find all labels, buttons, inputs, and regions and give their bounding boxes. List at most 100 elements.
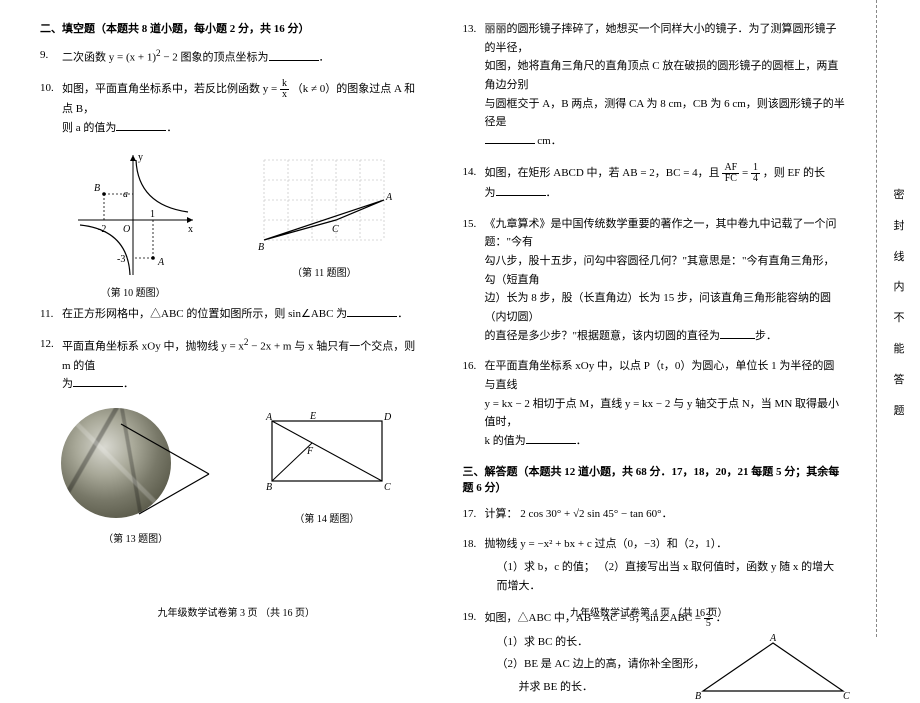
figures-row-2: （第 13 题图） A D B C E F （第 14 题图）: [40, 406, 423, 545]
text: 在平面直角坐标系 xOy 中，以点 P（t，0）为圆心，单位长 1 为半径的圆与…: [485, 360, 835, 391]
text: 边）长为 8 步，股（长直角边）长为 15 步，问该直角三角形能容纳的圆（内切圆…: [485, 292, 832, 323]
text: 如图，平面直角坐标系中，若反比例函数 y =: [62, 83, 280, 95]
binding-char: 不: [892, 303, 906, 334]
section-3-title: 三、解答题（本题共 12 道小题，共 68 分．17，18，20，21 每题 5…: [463, 463, 846, 495]
text: 《九章算术》是中国传统数学重要的著作之一，其中卷九中记载了一个问题："今有: [485, 218, 837, 249]
text: y = kx − 2 相切于点 M，直线 y = kx − 2 与 y 轴交于点…: [485, 398, 840, 429]
text: cm．: [535, 135, 562, 147]
vertex-label: B: [266, 482, 272, 493]
text: 二次函数 y = (x + 1): [62, 52, 156, 64]
blank: [496, 184, 546, 196]
blank: [526, 432, 576, 444]
fraction: 14: [751, 163, 760, 184]
page-footer-left: 九年级数学试卷第 3 页 （共 16 页）: [158, 604, 316, 619]
text: =: [742, 167, 751, 179]
point-label: B: [94, 183, 100, 194]
problem-text: 如图，平面直角坐标系中，若反比例函数 y = kx （k ≠ 0）的图象过点 A…: [62, 79, 423, 137]
binding-char: 内: [892, 272, 906, 303]
text: ．: [319, 52, 330, 64]
vertex-label: C: [384, 482, 391, 493]
origin-label: O: [123, 224, 130, 235]
text: 抛物线 y = −x² + bx + c 过点（0，−3）和（2，1）．: [485, 538, 728, 550]
text: ．: [123, 378, 134, 390]
denominator: 5: [704, 619, 713, 629]
problem-11: 11. 在正方形网格中，△ABC 的位置如图所示，则 sin∠ABC 为．: [40, 305, 423, 324]
tick-label: 1: [150, 209, 155, 220]
denominator: 4: [751, 174, 760, 184]
text: 丽丽的圆形镜子摔碎了，她想买一个同样大小的镜子．为了测算圆形镜子的半径，: [485, 23, 837, 54]
figure-14-svg: A D B C E F: [252, 406, 402, 506]
text: 则 a 的值为: [62, 122, 116, 134]
text: ，则 EF 的长: [763, 167, 825, 179]
text: ．: [166, 122, 177, 134]
vertex-label: A: [265, 412, 273, 423]
problem-number: 17.: [463, 505, 485, 524]
vertex-label: D: [383, 412, 392, 423]
text: 在正方形网格中，△ABC 的位置如图所示，则 sin∠ABC 为: [62, 308, 347, 320]
binding-char: 能: [892, 334, 906, 365]
problem-18: 18. 抛物线 y = −x² + bx + c 过点（0，−3）和（2，1）．…: [463, 535, 846, 595]
sub-item: （1）求 b，c 的值； （2）直接写出当 x 取何值时，函数 y 随 x 的增…: [485, 558, 846, 595]
problem-text: 在正方形网格中，△ABC 的位置如图所示，则 sin∠ABC 为．: [62, 305, 423, 324]
problem-number: 13.: [463, 20, 485, 151]
binding-char: 答: [892, 365, 906, 396]
blank: [116, 119, 166, 131]
problem-12: 12. 平面直角坐标系 xOy 中，抛物线 y = x2 − 2x + m 与 …: [40, 335, 423, 394]
text: 为: [62, 378, 73, 390]
problem-number: 11.: [40, 305, 62, 324]
problem-19: 19. 如图，△ABC 中，AB = AC = 5，sin∠ABC = 25 ．…: [463, 608, 846, 697]
figure-caption: （第 13 题图）: [61, 530, 211, 545]
problem-text: 在平面直角坐标系 xOy 中，以点 P（t，0）为圆心，单位长 1 为半径的圆与…: [485, 357, 846, 450]
figure-11-svg: B A C: [254, 150, 394, 260]
vertex-label: F: [306, 446, 314, 457]
text: 的直径是多少步？"根据题意，该内切圆的直径为: [485, 330, 721, 342]
problem-text: 《九章算术》是中国传统数学重要的著作之一，其中卷九中记载了一个问题："今有 勾八…: [485, 215, 846, 346]
problem-10: 10. 如图，平面直角坐标系中，若反比例函数 y = kx （k ≠ 0）的图象…: [40, 79, 423, 137]
vertex-label: B: [258, 242, 264, 253]
problem-13: 13. 丽丽的圆形镜子摔碎了，她想买一个同样大小的镜子．为了测算圆形镜子的半径，…: [463, 20, 846, 151]
tick-label: -2: [98, 224, 106, 235]
text: 如图，在矩形 ABCD 中，若 AB = 2，BC = 4，且: [485, 167, 723, 179]
figure-13-overlay: [61, 406, 211, 526]
blank: [269, 49, 319, 61]
value-label: a: [123, 189, 128, 200]
binding-char: 封: [892, 211, 906, 242]
vertex-label: E: [309, 411, 316, 422]
figure-11: B A C （第 11 题图）: [254, 150, 394, 299]
problem-text: 平面直角坐标系 xOy 中，抛物线 y = x2 − 2x + m 与 x 轴只…: [62, 335, 423, 394]
problem-14: 14. 如图，在矩形 ABCD 中，若 AB = 2，BC = 4，且 AFFC…: [463, 163, 846, 203]
problem-number: 14.: [463, 163, 485, 203]
text: ．: [576, 435, 587, 447]
problem-number: 9.: [40, 46, 62, 67]
problem-number: 16.: [463, 357, 485, 450]
problem-text: 二次函数 y = (x + 1)2 − 2 图象的顶点坐标为．: [62, 46, 423, 67]
figure-caption: （第 11 题图）: [254, 264, 394, 279]
problem-number: 10.: [40, 79, 62, 137]
problem-text: 如图，在矩形 ABCD 中，若 AB = 2，BC = 4，且 AFFC = 1…: [485, 163, 846, 203]
text: − 2 图象的顶点坐标为: [161, 52, 269, 64]
denominator: x: [280, 90, 289, 100]
text: ．: [546, 187, 557, 199]
blank: [73, 375, 123, 387]
problem-number: 15.: [463, 215, 485, 346]
blank: [347, 305, 397, 317]
figures-row-1: y x O B A a -2 1 -3 （第 10 题图）: [40, 150, 423, 299]
page-footer-right: 九年级数学试卷第 4 页 （共 16 页）: [570, 604, 728, 619]
page-container: 二、填空题（本题共 8 道小题，每小题 2 分，共 16 分） 9. 二次函数 …: [0, 0, 870, 637]
problem-9: 9. 二次函数 y = (x + 1)2 − 2 图象的顶点坐标为．: [40, 46, 423, 67]
binding-char: 线: [892, 242, 906, 273]
vertex-label: A: [385, 192, 393, 203]
figure-19-svg: A B C: [693, 633, 853, 703]
problem-number: 19.: [463, 608, 485, 697]
figure-caption: （第 10 题图）: [68, 284, 198, 299]
blank: [720, 327, 755, 339]
left-column: 二、填空题（本题共 8 道小题，每小题 2 分，共 16 分） 9. 二次函数 …: [30, 20, 443, 627]
point-label: A: [157, 257, 165, 268]
problem-16: 16. 在平面直角坐标系 xOy 中，以点 P（t，0）为圆心，单位长 1 为半…: [463, 357, 846, 450]
text: 与圆框交于 A，B 两点，测得 CA 为 8 cm，CB 为 6 cm，则该圆形…: [485, 98, 845, 129]
text: 平面直角坐标系 xOy 中，抛物线 y = x: [62, 341, 244, 353]
figure-10-svg: y x O B A a -2 1 -3: [68, 150, 198, 280]
problem-number: 18.: [463, 535, 485, 595]
tick-label: -3: [117, 254, 125, 265]
fraction: kx: [280, 79, 289, 100]
